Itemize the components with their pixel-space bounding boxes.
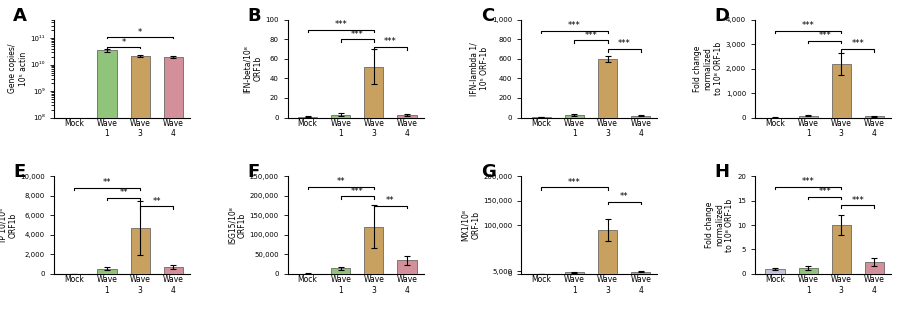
Text: ***: *** <box>585 31 598 40</box>
Bar <box>398 260 417 274</box>
Text: ***: *** <box>568 178 580 187</box>
Bar <box>331 115 350 117</box>
Bar <box>364 227 383 274</box>
Text: **: ** <box>620 192 628 201</box>
Bar <box>398 115 417 117</box>
Bar <box>798 115 818 117</box>
Text: C: C <box>481 7 494 25</box>
Y-axis label: Fold change
normalized
to 10⁸ ORF-1b: Fold change normalized to 10⁸ ORF-1b <box>693 42 723 95</box>
Bar <box>130 228 149 274</box>
Text: ***: *** <box>384 37 397 47</box>
Bar <box>865 116 884 117</box>
Bar <box>164 267 183 274</box>
Text: B: B <box>247 7 261 25</box>
Bar <box>631 115 651 117</box>
Bar <box>832 64 850 117</box>
Text: ***: *** <box>851 39 864 49</box>
Bar <box>598 59 617 117</box>
Bar <box>164 57 183 330</box>
Text: ***: *** <box>335 20 347 29</box>
Y-axis label: IFN-lambda 1/
10⁵ ORF-1b: IFN-lambda 1/ 10⁵ ORF-1b <box>470 42 490 96</box>
Text: **: ** <box>386 196 395 205</box>
Bar <box>565 273 584 274</box>
Text: ***: *** <box>802 177 814 186</box>
Text: ***: *** <box>351 30 364 39</box>
Bar <box>631 272 651 274</box>
Y-axis label: Fold change
normalized
to 10⁸ ORF-1b: Fold change normalized to 10⁸ ORF-1b <box>705 198 734 251</box>
Text: **: ** <box>103 178 112 187</box>
Y-axis label: ISG15/10⁸
ORF1b: ISG15/10⁸ ORF1b <box>228 206 247 244</box>
Bar <box>832 225 850 274</box>
Text: E: E <box>14 163 25 182</box>
Text: ***: *** <box>802 21 814 30</box>
Text: ***: *** <box>351 187 364 196</box>
Text: F: F <box>247 163 259 182</box>
Y-axis label: MX1/10⁸
ORF-1b: MX1/10⁸ ORF-1b <box>461 209 481 241</box>
Text: ***: *** <box>818 187 831 196</box>
Bar <box>765 269 785 274</box>
Text: G: G <box>481 163 496 182</box>
Text: ***: *** <box>818 31 831 40</box>
Text: ***: *** <box>617 39 631 49</box>
Bar <box>364 67 383 117</box>
Bar <box>598 230 617 274</box>
Y-axis label: IP 10/10⁵
ORF1b: IP 10/10⁵ ORF1b <box>0 208 17 242</box>
Bar <box>565 115 584 117</box>
Bar <box>130 56 149 330</box>
Text: *: * <box>122 38 126 47</box>
Bar <box>331 268 350 274</box>
Text: *: * <box>138 28 142 37</box>
Bar <box>97 50 117 330</box>
Text: H: H <box>715 163 729 182</box>
Bar <box>298 116 317 117</box>
Text: A: A <box>14 7 27 25</box>
Text: D: D <box>715 7 729 25</box>
Bar <box>97 269 117 274</box>
Text: **: ** <box>152 197 161 206</box>
Y-axis label: IFN-beta/10⁸
ORF1b: IFN-beta/10⁸ ORF1b <box>243 45 263 92</box>
Text: **: ** <box>120 188 128 197</box>
Y-axis label: Gene copies/
10⁵ actin: Gene copies/ 10⁵ actin <box>8 44 28 93</box>
Text: **: ** <box>337 177 345 186</box>
Bar <box>865 262 884 274</box>
Text: ***: *** <box>851 196 864 205</box>
Bar <box>798 268 818 274</box>
Text: ***: *** <box>568 21 580 30</box>
